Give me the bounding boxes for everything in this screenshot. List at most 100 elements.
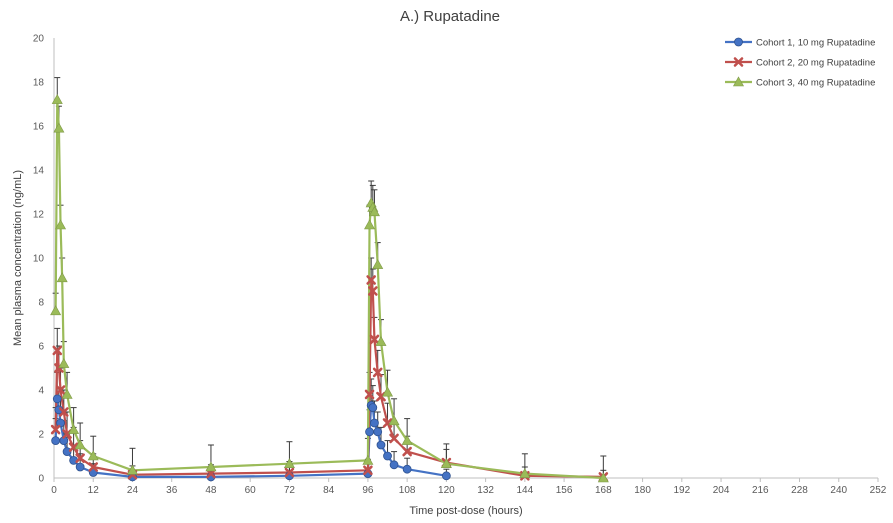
data-point xyxy=(51,436,61,446)
data-point xyxy=(383,451,392,461)
series-line-2 xyxy=(54,278,604,478)
marker-stroke xyxy=(50,424,61,435)
x-tick-label: 24 xyxy=(127,485,139,496)
marker-stroke xyxy=(52,345,63,356)
data-point xyxy=(87,450,99,461)
x-tick-label: 84 xyxy=(323,485,335,496)
marker-stroke xyxy=(369,334,380,345)
legend-label: Cohort 1, 10 mg Rupatadine xyxy=(756,38,875,49)
data-point xyxy=(369,334,380,345)
data-point xyxy=(75,462,85,472)
data-point xyxy=(283,458,295,468)
y-tick-label: 6 xyxy=(38,342,44,353)
x-tick-label: 72 xyxy=(284,485,296,496)
data-point xyxy=(441,471,451,481)
chart-title: A.) Rupatadine xyxy=(400,8,500,25)
y-axis-label: Mean plasma concentration (ng/mL) xyxy=(12,170,24,346)
y-tick-label: 12 xyxy=(33,210,45,221)
data-point xyxy=(363,465,373,476)
data-point xyxy=(50,424,61,435)
error-bars xyxy=(52,77,607,478)
legend-label: Cohort 3, 40 mg Rupatadine xyxy=(756,78,875,89)
marker-stroke xyxy=(389,433,399,444)
marker-stroke xyxy=(372,367,383,378)
y-tick-label: 20 xyxy=(33,34,45,45)
data-point xyxy=(373,427,383,437)
marker-stroke xyxy=(59,407,69,417)
marker-stroke xyxy=(363,465,373,476)
x-tick-label: 108 xyxy=(399,485,416,496)
x-tick-label: 12 xyxy=(88,485,100,496)
data-point xyxy=(440,458,452,468)
data-point xyxy=(382,386,394,397)
data-point xyxy=(364,389,375,400)
data-point xyxy=(126,464,138,475)
marker-stroke xyxy=(68,442,79,453)
marker-stroke xyxy=(88,462,99,472)
data-point xyxy=(362,454,374,465)
series-line-3 xyxy=(54,98,604,480)
series-markers xyxy=(50,93,609,483)
legend: Cohort 1, 10 mg Rupatadine Cohort 2, 20 m… xyxy=(725,38,875,89)
y-tick-label: 0 xyxy=(38,474,44,485)
data-point xyxy=(368,286,378,296)
legend-marker xyxy=(733,57,744,67)
x-tick-label: 180 xyxy=(634,485,651,496)
x-tick-label: 252 xyxy=(870,485,887,496)
data-point xyxy=(368,206,380,217)
legend-marker xyxy=(732,76,745,87)
data-point xyxy=(75,453,85,464)
data-point xyxy=(372,367,383,378)
data-point xyxy=(370,418,379,428)
x-tick-label: 144 xyxy=(517,485,534,496)
x-tick-label: 0 xyxy=(51,485,57,496)
data-point xyxy=(58,357,70,368)
marker-stroke xyxy=(733,57,744,67)
data-point xyxy=(368,403,378,413)
marker-stroke xyxy=(382,418,393,428)
data-point xyxy=(52,345,63,356)
marker-stroke xyxy=(55,385,66,395)
marker-stroke xyxy=(75,453,85,464)
x-tick-label: 240 xyxy=(830,485,847,496)
x-axis-label: Time post-dose (hours) xyxy=(409,505,522,517)
data-point xyxy=(402,446,412,457)
data-point xyxy=(52,394,62,404)
data-point xyxy=(68,423,80,434)
data-point xyxy=(382,418,393,428)
data-point xyxy=(389,433,399,444)
marker-stroke xyxy=(366,275,376,285)
data-point xyxy=(401,434,413,445)
legend-marker xyxy=(734,37,743,47)
series-lines xyxy=(54,98,604,480)
data-point xyxy=(68,442,79,453)
data-point xyxy=(388,415,400,426)
data-point xyxy=(74,439,86,450)
data-point xyxy=(364,219,376,230)
data-point xyxy=(51,93,63,104)
data-point xyxy=(519,467,531,478)
x-tick-label: 60 xyxy=(245,485,257,496)
x-tick-label: 48 xyxy=(205,485,217,496)
data-point xyxy=(365,427,374,437)
marker-stroke xyxy=(368,286,378,296)
x-tick-label: 132 xyxy=(477,485,494,496)
data-point xyxy=(376,440,386,450)
data-point xyxy=(62,447,72,457)
x-tick-label: 216 xyxy=(752,485,769,496)
y-tick-label: 4 xyxy=(38,386,44,397)
data-point xyxy=(372,258,384,269)
x-tick-label: 204 xyxy=(713,485,730,496)
y-tick-label: 10 xyxy=(33,254,45,265)
y-tick-label: 2 xyxy=(38,430,44,441)
x-tick-label: 96 xyxy=(362,485,374,496)
data-point xyxy=(284,467,295,478)
data-point xyxy=(375,335,387,346)
legend-label: Cohort 2, 20 mg Rupatadine xyxy=(756,58,875,69)
y-tick-label: 18 xyxy=(33,78,45,89)
data-point xyxy=(366,275,376,285)
data-point xyxy=(205,461,217,472)
data-point xyxy=(50,305,62,316)
